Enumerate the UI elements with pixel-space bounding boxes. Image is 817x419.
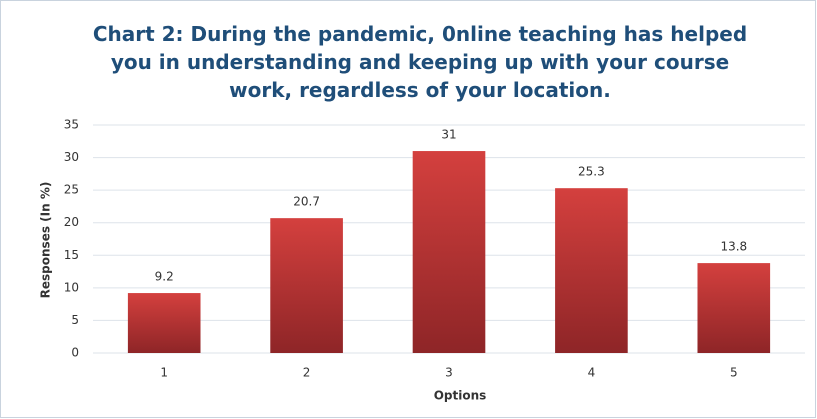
y-tick-label: 15 bbox=[64, 248, 79, 262]
x-tick-label: 2 bbox=[303, 366, 311, 380]
data-label: 13.8 bbox=[720, 240, 747, 254]
x-tick-label: 4 bbox=[588, 366, 596, 380]
y-tick-label: 0 bbox=[71, 346, 79, 360]
x-axis-label: Options bbox=[434, 389, 487, 403]
y-tick-label: 5 bbox=[71, 313, 79, 327]
bar bbox=[270, 218, 343, 353]
bar bbox=[412, 151, 486, 353]
bar bbox=[555, 188, 628, 353]
data-label: 25.3 bbox=[578, 165, 605, 179]
bar bbox=[127, 293, 201, 353]
y-axis-label: Responses (In %) bbox=[39, 182, 53, 299]
data-label: 31 bbox=[441, 128, 456, 142]
y-tick-label: 10 bbox=[64, 280, 79, 294]
data-label: 9.2 bbox=[155, 270, 174, 284]
bar bbox=[697, 263, 771, 353]
data-label: 20.7 bbox=[293, 195, 320, 209]
y-tick-label: 25 bbox=[64, 183, 79, 197]
chart-title: Chart 2: During the pandemic, 0nline tea… bbox=[92, 22, 748, 102]
x-tick-label: 3 bbox=[445, 366, 453, 380]
y-tick-label: 30 bbox=[64, 150, 79, 164]
x-tick-label: 5 bbox=[730, 366, 738, 380]
y-tick-label: 35 bbox=[64, 118, 79, 132]
x-tick-label: 1 bbox=[160, 366, 168, 380]
y-tick-label: 20 bbox=[64, 215, 79, 229]
